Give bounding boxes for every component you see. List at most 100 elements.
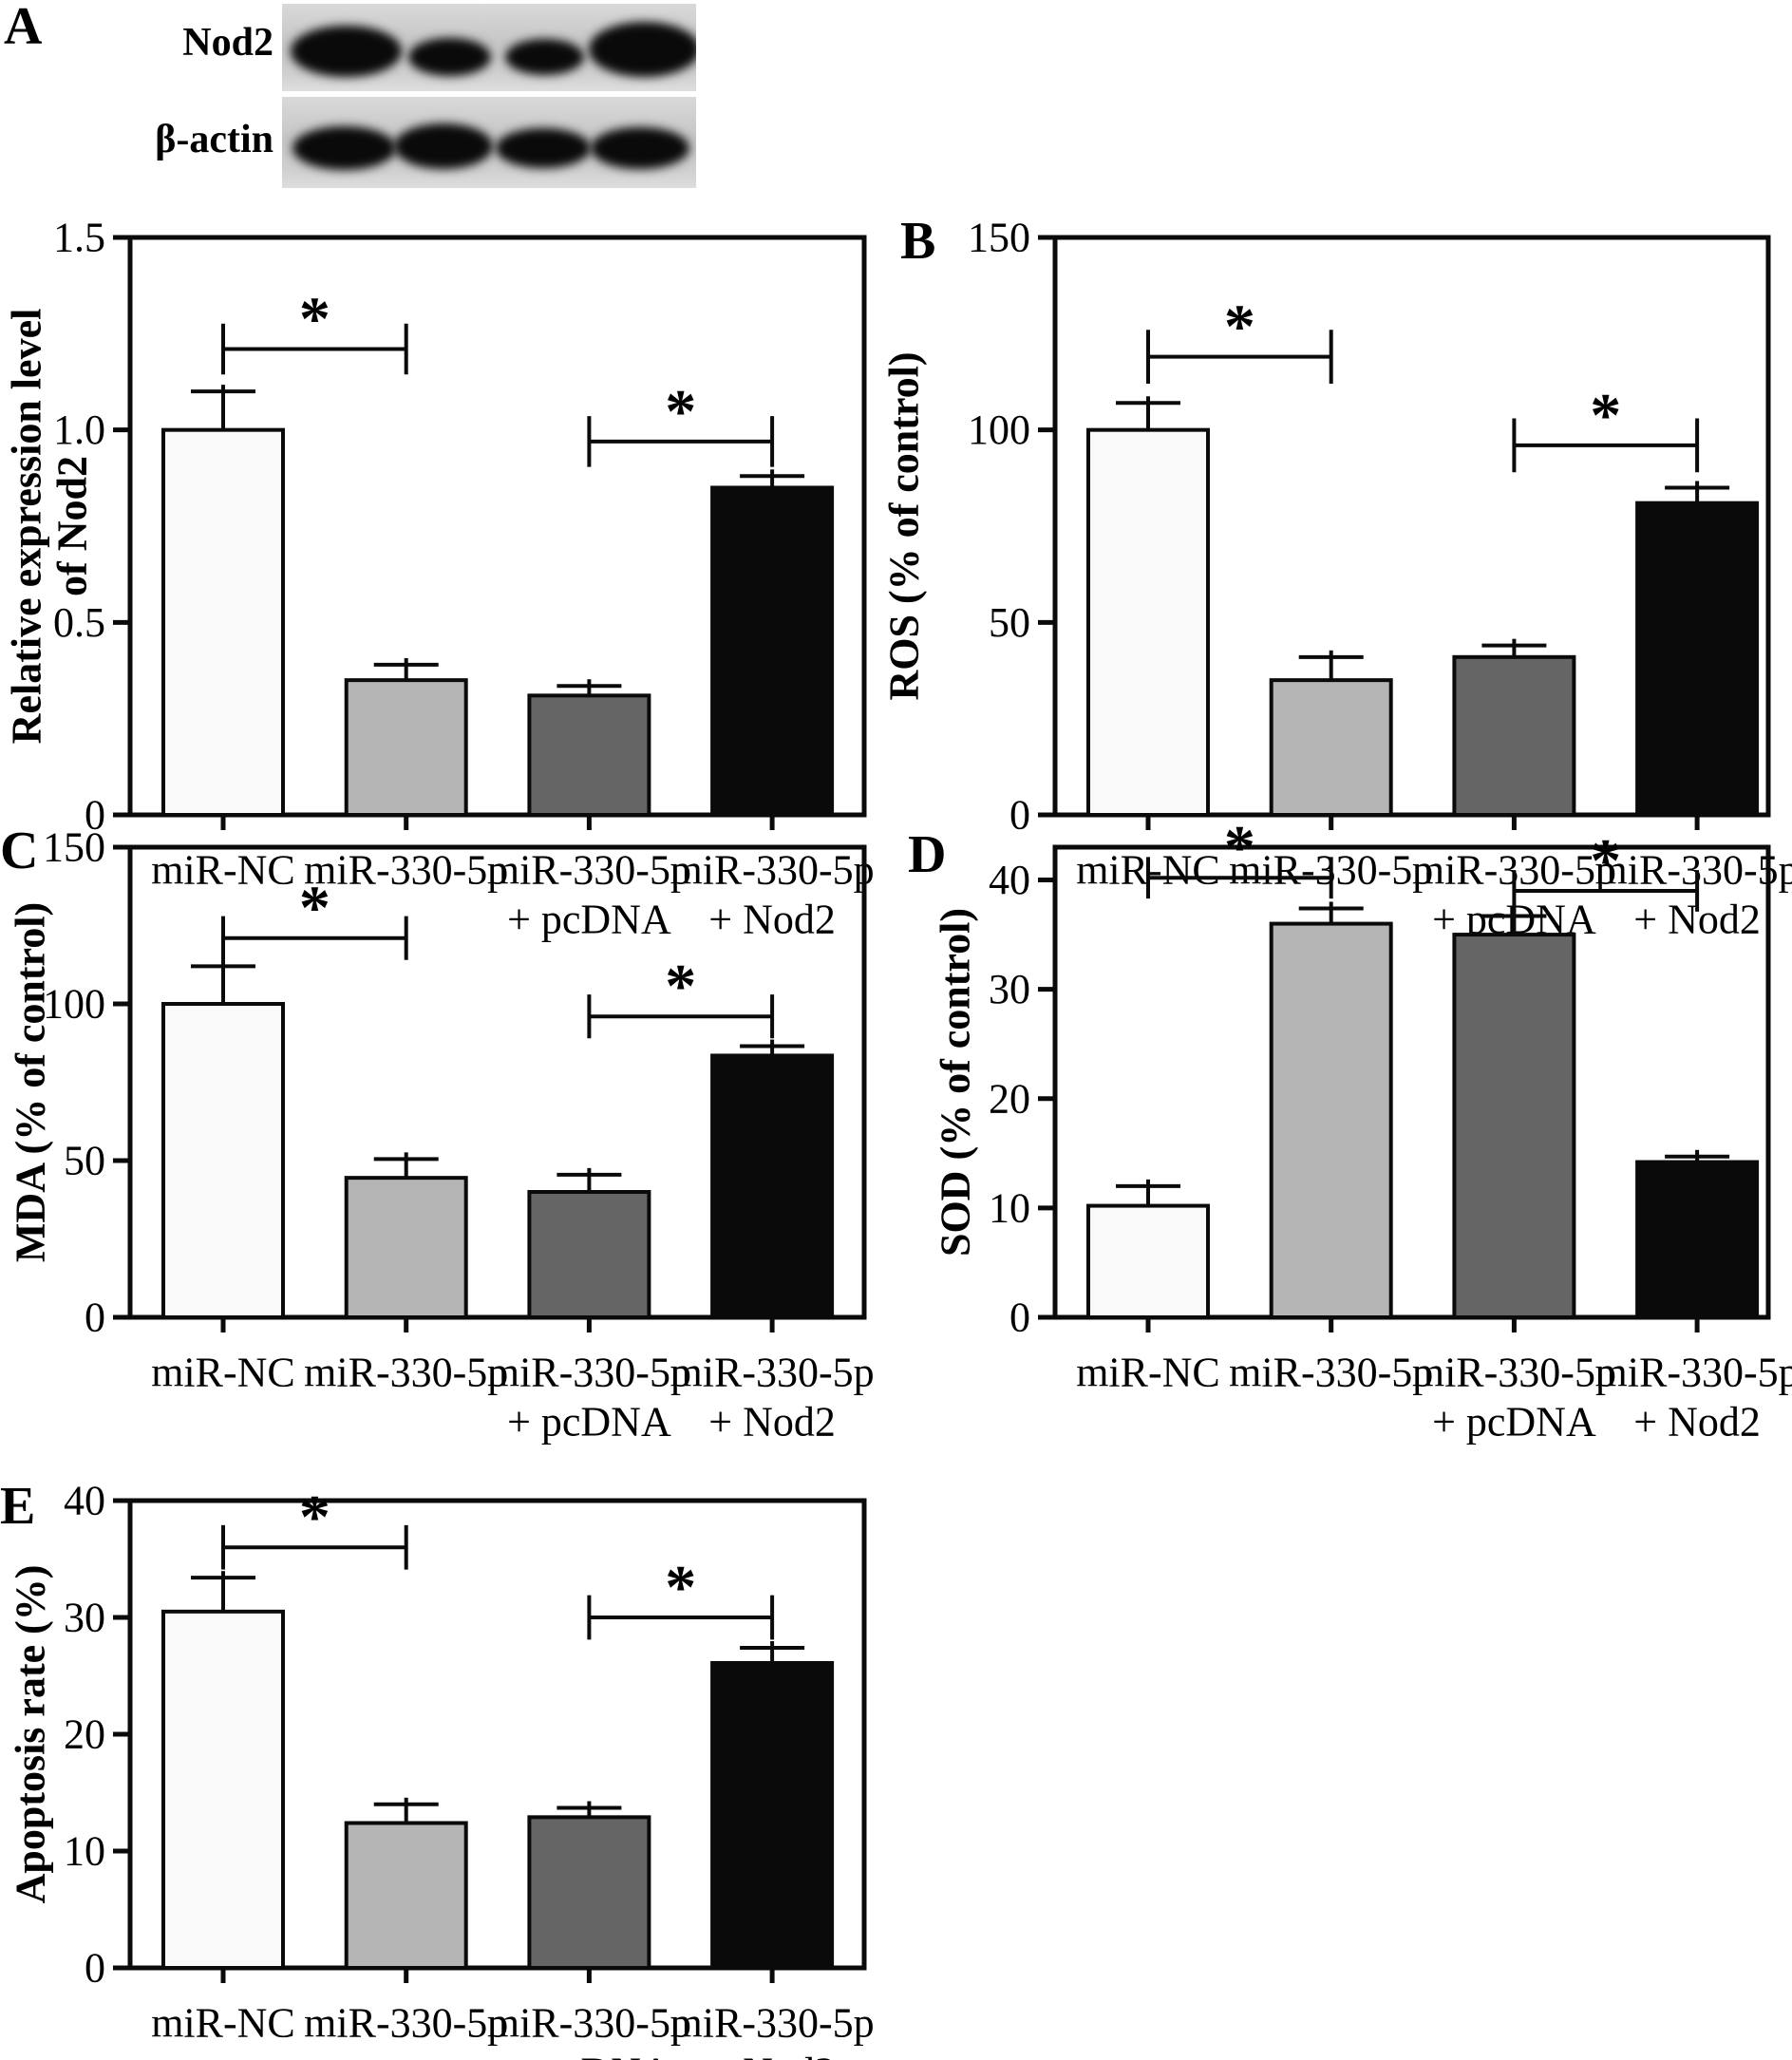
y-axis-tick-label: 0 <box>1009 1295 1030 1341</box>
significance-asterisk: * <box>299 1483 330 1552</box>
bar <box>1269 921 1393 1320</box>
y-axis-tick-label: 10 <box>989 1184 1030 1231</box>
category-label: + Nod2 <box>708 2050 836 2060</box>
plot-frame <box>127 235 867 818</box>
category-label: miR-330-5p <box>1595 847 1792 894</box>
panel-letter-a: A <box>4 0 43 56</box>
plot-frame <box>1052 235 1771 818</box>
y-axis-tick-label: 0 <box>85 1295 105 1341</box>
bar <box>1452 654 1576 818</box>
blot-row-label-nod2: Nod2 <box>182 21 274 65</box>
bar <box>1269 678 1393 818</box>
blot-band <box>495 128 591 168</box>
y-axis-tick-label: 150 <box>968 215 1030 261</box>
bar <box>527 1190 651 1319</box>
category-label: miR-330-5p <box>1412 1350 1616 1396</box>
category-label: miR-330-5p <box>487 847 691 894</box>
blot-band <box>290 26 403 77</box>
bar <box>1086 1203 1210 1320</box>
bar <box>1635 501 1760 817</box>
y-axis-tick-label: 1.5 <box>53 215 105 261</box>
category-label: miR-330-5p <box>304 847 508 894</box>
blot-band <box>590 127 690 169</box>
category-label: + Nod2 <box>708 897 836 943</box>
significance-asterisk: * <box>1590 381 1621 450</box>
y-axis-tick-label: 20 <box>989 1075 1030 1122</box>
blot-band <box>588 22 696 77</box>
y-axis-tick-label: 0 <box>85 1945 105 1992</box>
category-label: miR-330-5p <box>670 2000 875 2047</box>
category-label: miR-330-5p <box>670 847 875 894</box>
bar <box>1086 427 1210 817</box>
bar <box>710 485 835 817</box>
bar <box>344 1176 468 1320</box>
category-label: miR-330-5p <box>304 2000 508 2047</box>
y-axis-tick-label: 40 <box>64 1478 105 1524</box>
significance-asterisk: * <box>1224 813 1255 882</box>
category-label: miR-330-5p <box>1595 1350 1792 1396</box>
category-label: miR-330-5p <box>304 1350 508 1396</box>
significance-asterisk: * <box>665 377 696 446</box>
category-label: miR-NC <box>151 1350 295 1396</box>
panel-A-chart: 0 0.5 1.0 1.5 Relative expression level of No… <box>4 215 875 943</box>
blot-band <box>292 126 396 170</box>
bar <box>710 1660 835 1970</box>
bar <box>161 1002 285 1319</box>
category-label: miR-NC <box>151 2000 295 2047</box>
category-label: miR-330-5p <box>670 1350 875 1396</box>
y-axis-tick-label: 30 <box>989 966 1030 1012</box>
y-axis-tick-label: 0.5 <box>53 599 105 646</box>
category-label: miR-NC <box>151 847 295 894</box>
category-label: miR-NC <box>1076 1350 1220 1396</box>
y-axis-title: of Nod2 <box>49 456 96 596</box>
blot-strip-beta-actin <box>282 97 696 188</box>
y-axis-tick-label: 20 <box>64 1711 105 1758</box>
bar <box>161 1609 285 1970</box>
category-label: miR-330-5p <box>1229 1350 1433 1396</box>
blot-strip-nod2 <box>282 4 696 91</box>
y-axis-tick-label: 0 <box>1009 792 1030 839</box>
bar <box>710 1053 835 1319</box>
significance-asterisk: * <box>1224 293 1255 362</box>
category-label: + pcDNA <box>507 1399 671 1446</box>
significance-asterisk: * <box>1590 826 1621 896</box>
significance-asterisk: * <box>299 874 330 943</box>
y-axis-tick-label: 50 <box>989 599 1030 646</box>
category-label: + pcDNA <box>507 2050 671 2060</box>
plot-frame <box>127 844 867 1320</box>
y-axis-tick-label: 30 <box>64 1595 105 1641</box>
bar <box>1635 1160 1760 1320</box>
y-axis-tick-label: 10 <box>64 1828 105 1875</box>
bar <box>344 1821 468 1970</box>
y-axis-tick-label: 0 <box>85 792 105 839</box>
y-axis-tick-label: 150 <box>43 824 105 871</box>
category-label: + Nod2 <box>1633 1399 1761 1446</box>
significance-asterisk: * <box>665 1553 696 1622</box>
panel-letter-c: C <box>0 822 39 880</box>
category-label: + Nod2 <box>708 1399 836 1446</box>
y-axis-title: ROS (% of control) <box>881 351 928 700</box>
bar <box>527 693 651 818</box>
plot-frame <box>1052 844 1771 1320</box>
blot-band <box>407 38 492 76</box>
blot-row-label-beta-actin: β-actin <box>155 118 274 161</box>
bar <box>1452 933 1576 1319</box>
y-axis-title: MDA (% of control) <box>8 902 54 1262</box>
bar <box>161 427 285 817</box>
panel-letter-e: E <box>0 1477 36 1536</box>
y-axis-title: Apoptosis rate (%) <box>8 1565 54 1904</box>
category-label: miR-330-5p <box>487 1350 691 1396</box>
category-label: miR-330-5p <box>487 2000 691 2047</box>
y-axis-tick-label: 40 <box>989 857 1030 903</box>
y-axis-tick-label: 100 <box>43 981 105 1028</box>
blot-band <box>393 123 494 169</box>
significance-asterisk: * <box>299 285 330 354</box>
significance-asterisk: * <box>665 952 696 1021</box>
panel-letter-b: B <box>900 212 936 271</box>
category-label: + pcDNA <box>1432 1399 1596 1446</box>
bar <box>344 678 468 818</box>
